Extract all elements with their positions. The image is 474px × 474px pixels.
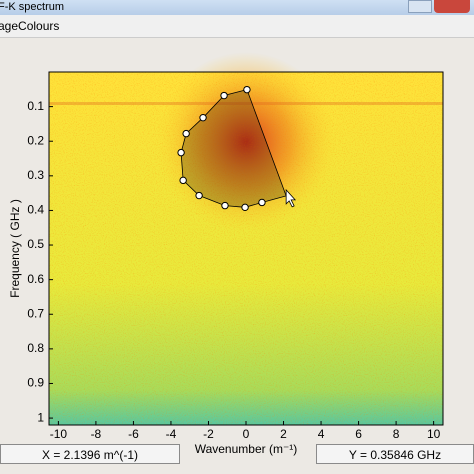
polygon-vertex: [195, 191, 203, 200]
y-tick-label: 0.7: [27, 306, 44, 320]
y-tick-label: 0.6: [27, 272, 44, 286]
y-tick-label: 0.4: [27, 203, 44, 217]
polygon-vertex: [220, 91, 228, 100]
y-tick-label: 0.5: [27, 237, 44, 251]
polygon-vertex: [177, 148, 185, 157]
x-tick-label: 6: [355, 427, 362, 441]
x-axis-label: Wavenumber (m⁻¹): [195, 442, 298, 456]
polygon-vertex: [258, 198, 266, 207]
polygon-vertex: [182, 129, 190, 138]
x-tick-label: -2: [203, 427, 214, 441]
y-tick-label: 0.9: [27, 376, 44, 390]
x-tick-label: 2: [280, 427, 287, 441]
y-tick-label: 0.3: [27, 168, 44, 182]
selection-polygon: [180, 89, 287, 208]
title-bar: F-K spectrum: [0, 0, 474, 15]
x-tick-label: -4: [166, 427, 177, 441]
x-tick-label: -6: [128, 427, 139, 441]
close-button[interactable]: [434, 0, 470, 13]
y-tick-label: 0.1: [27, 99, 44, 113]
x-tick-label: 4: [318, 427, 325, 441]
y-tick-label: 0.2: [27, 133, 44, 147]
menu-item[interactable]: ageColours: [0, 19, 60, 33]
window-title: F-K spectrum: [0, 1, 65, 13]
polygon-vertex: [243, 85, 251, 94]
x-tick-label: 8: [393, 427, 400, 441]
x-tick-label: -10: [50, 427, 68, 441]
polygon-vertex: [241, 203, 249, 212]
polygon-vertex: [179, 176, 187, 185]
heatmap-noise: [49, 72, 443, 425]
y-tick-label: 0.8: [27, 341, 44, 355]
menu-bar: ageColours: [0, 15, 474, 38]
x-tick-label: 0: [243, 427, 250, 441]
x-tick-label: 10: [427, 427, 441, 441]
maximize-button[interactable]: [408, 0, 432, 13]
status-x: X = 2.1396 m^(-1): [0, 444, 180, 464]
status-y: Y = 0.35846 GHz: [316, 444, 474, 464]
polygon-vertex: [199, 113, 207, 122]
x-tick-label: -8: [91, 427, 102, 441]
mouse-cursor: [285, 188, 297, 208]
polygon-vertex: [221, 201, 229, 210]
y-axis-label: Frequency ( GHz ): [8, 199, 22, 298]
y-tick-label: 1: [37, 410, 44, 424]
